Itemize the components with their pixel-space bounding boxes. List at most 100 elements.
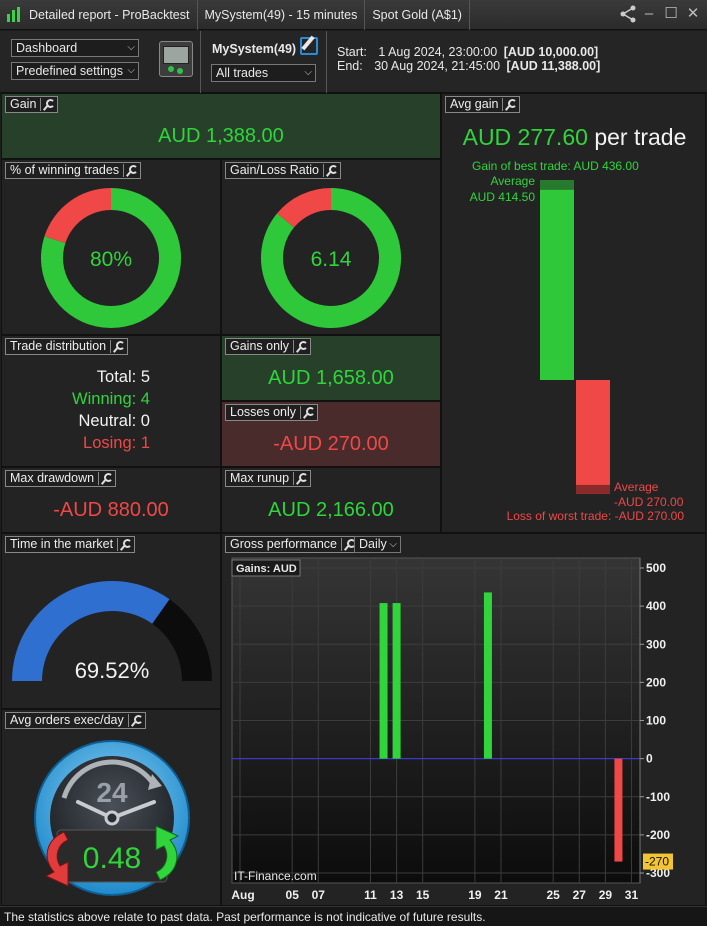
chevron-down-icon: ⌵ xyxy=(304,67,312,78)
losses-only-panel: Losses only -AUD 270.00 xyxy=(221,401,441,467)
time-in-market-title: Time in the market xyxy=(5,536,136,553)
x-tick-label: 07 xyxy=(312,888,326,902)
settings-select-value: Predefined settings xyxy=(16,64,124,78)
gauge-filled-arc xyxy=(12,581,170,681)
chevron-down-icon: ⌵ xyxy=(389,539,397,550)
wrench-icon[interactable] xyxy=(40,98,56,111)
y-tick-label: 300 xyxy=(646,637,666,651)
max-runup-value: AUD 2,166.00 xyxy=(268,499,394,521)
winning-trades-title: % of winning trades xyxy=(5,162,142,179)
losses-only-title-label: Losses only xyxy=(230,405,297,419)
minimize-icon[interactable]: – xyxy=(644,5,654,22)
avg-orders-title-label: Avg orders exec/day xyxy=(10,713,124,727)
trades-select-value: All trades xyxy=(216,66,269,80)
avg-gain-bars: Gain of best trade: AUD 436.00 Average A… xyxy=(470,159,685,523)
wrench-icon[interactable] xyxy=(502,98,518,111)
wrench-icon[interactable] xyxy=(127,714,143,727)
max-drawdown-title: Max drawdown xyxy=(5,470,117,487)
y-tick-label: -200 xyxy=(646,828,670,842)
system-settings-icon[interactable] xyxy=(159,41,193,77)
max-runup-title: Max runup xyxy=(225,470,312,487)
gain-bar[interactable] xyxy=(392,603,401,759)
neutral-trades: Neutral: 0 xyxy=(78,412,150,430)
wrench-icon[interactable] xyxy=(98,472,114,485)
avg-gain-title-label: Avg gain xyxy=(450,97,499,111)
time-in-market-value: 69.52% xyxy=(75,658,150,683)
x-tick-label: 11 xyxy=(364,888,377,902)
watermark: IT-Finance.com xyxy=(234,869,317,883)
maximize-icon[interactable]: ☐ xyxy=(664,5,678,22)
wrench-icon[interactable] xyxy=(123,164,139,177)
edit-system-icon[interactable] xyxy=(300,37,318,55)
losses-only-title: Losses only xyxy=(225,404,319,421)
avg-loss-label: Average xyxy=(614,480,659,494)
max-drawdown-panel: Max drawdown -AUD 880.00 xyxy=(1,467,221,533)
view-select[interactable]: Dashboard ⌵ xyxy=(11,39,139,57)
worst-trade-label: Loss of worst trade: -AUD 270.00 xyxy=(507,509,685,523)
avg-win-marker xyxy=(540,180,574,190)
x-tick-label: 31 xyxy=(625,888,639,902)
winning-trades-donut: 80% xyxy=(40,188,181,328)
series-label: Gains: AUD xyxy=(236,563,297,575)
y-tick-label: -100 xyxy=(646,790,670,804)
window-title: Detailed report - ProBacktest xyxy=(27,0,198,30)
trades-select[interactable]: All trades ⌵ xyxy=(211,64,316,82)
wrench-icon[interactable] xyxy=(117,538,133,551)
gains-only-title: Gains only xyxy=(225,338,312,355)
end-label: End: xyxy=(337,59,363,73)
y-tick-label: 400 xyxy=(646,599,666,613)
x-tick-label: 19 xyxy=(468,888,482,902)
y-tick-label: 0 xyxy=(646,752,653,766)
instrument-tab[interactable]: Spot Gold (A$1) xyxy=(365,0,470,30)
y-tick-label: 100 xyxy=(646,714,666,728)
max-drawdown-title-label: Max drawdown xyxy=(10,471,95,485)
avg-loss-marker xyxy=(576,484,610,494)
wrench-icon[interactable] xyxy=(293,340,309,353)
wrench-icon[interactable] xyxy=(293,472,309,485)
trade-distribution-panel: Trade distribution Total: 5 Winning: 4 N… xyxy=(1,335,221,467)
wrench-icon[interactable] xyxy=(300,406,316,419)
close-icon[interactable]: ✕ xyxy=(686,5,700,22)
wrench-icon[interactable] xyxy=(110,340,126,353)
best-trade-bar xyxy=(540,180,574,380)
losses-only-value: -AUD 270.00 xyxy=(273,433,389,455)
total-trades: Total: 5 xyxy=(96,368,150,386)
gross-performance-title: Gross performance xyxy=(225,536,359,553)
y-tick-label: 500 xyxy=(646,561,666,575)
winning-trades: Winning: 4 xyxy=(72,390,150,408)
title-bar: Detailed report - ProBacktest MySystem(4… xyxy=(0,0,707,30)
period-select[interactable]: Daily ⌵ xyxy=(354,536,401,553)
share-icon[interactable] xyxy=(619,5,636,23)
last-value-tag-label: -270 xyxy=(645,855,669,869)
last-value-tag xyxy=(643,853,673,870)
gain-loss-ratio-title-label: Gain/Loss Ratio xyxy=(230,163,319,177)
x-tick-label: 21 xyxy=(494,888,508,902)
wrench-icon[interactable] xyxy=(340,538,356,551)
chevron-down-icon: ⌵ xyxy=(127,65,135,76)
best-trade-label: Gain of best trade: AUD 436.00 xyxy=(472,159,639,173)
gain-bar[interactable] xyxy=(614,758,623,862)
gain-loss-ratio-value: 6.14 xyxy=(311,248,352,271)
winning-trades-panel: % of winning trades 80% xyxy=(1,159,221,335)
trade-distribution-title: Trade distribution xyxy=(5,338,129,355)
x-tick-label: Aug xyxy=(231,888,254,902)
wrench-icon[interactable] xyxy=(322,164,338,177)
settings-select[interactable]: Predefined settings ⌵ xyxy=(11,62,139,80)
gain-loss-ratio-win-arc xyxy=(261,188,401,328)
x-tick-label: 15 xyxy=(416,888,430,902)
report-toolbar: Dashboard ⌵ Predefined settings ⌵ MySyst… xyxy=(0,31,707,93)
avg-loss-value: -AUD 270.00 xyxy=(614,495,684,509)
trade-distribution-list: Total: 5 Winning: 4 Neutral: 0 Losing: 1 xyxy=(72,366,150,454)
system-tab[interactable]: MySystem(49) - 15 minutes xyxy=(198,0,366,30)
start-period: Start: 1 Aug 2024, 23:00:00 [AUD 10,000.… xyxy=(337,45,598,59)
x-tick-label: 13 xyxy=(390,888,404,902)
series-label-box xyxy=(231,559,301,577)
winning-trades-win-arc xyxy=(40,188,181,328)
max-drawdown-value: -AUD 880.00 xyxy=(53,499,169,521)
x-tick-label: 29 xyxy=(599,888,613,902)
losing-trades: Losing: 1 xyxy=(83,434,150,452)
gain-bar[interactable] xyxy=(483,592,492,759)
probacktest-app-icon xyxy=(5,6,23,24)
gain-panel-title: Gain xyxy=(5,96,59,113)
gain-bar[interactable] xyxy=(379,603,388,759)
